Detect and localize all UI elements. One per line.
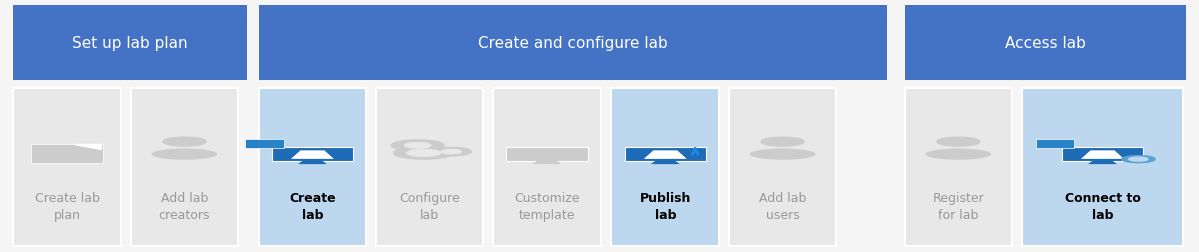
Circle shape [441, 150, 462, 154]
FancyBboxPatch shape [246, 139, 284, 148]
Text: Create lab
plan: Create lab plan [35, 192, 100, 221]
Text: Access lab: Access lab [1005, 36, 1085, 51]
Circle shape [391, 140, 444, 151]
Text: Publish
lab: Publish lab [639, 192, 691, 221]
Ellipse shape [151, 149, 217, 160]
Circle shape [406, 150, 440, 157]
FancyBboxPatch shape [625, 147, 706, 161]
Polygon shape [299, 161, 327, 165]
Text: Set up lab plan: Set up lab plan [72, 36, 188, 51]
FancyBboxPatch shape [1036, 139, 1074, 148]
Text: Register
for lab: Register for lab [933, 192, 984, 221]
Text: Connect to
lab: Connect to lab [1065, 192, 1140, 221]
Circle shape [393, 147, 453, 160]
Circle shape [936, 138, 980, 146]
Polygon shape [651, 161, 680, 165]
Circle shape [404, 143, 430, 148]
Polygon shape [291, 151, 335, 159]
FancyBboxPatch shape [904, 6, 1186, 81]
FancyBboxPatch shape [131, 89, 239, 246]
FancyBboxPatch shape [31, 144, 103, 164]
FancyBboxPatch shape [904, 89, 1012, 246]
Circle shape [1128, 158, 1147, 162]
Text: Create
lab: Create lab [289, 192, 336, 221]
Text: Create and configure lab: Create and configure lab [477, 36, 668, 51]
FancyBboxPatch shape [13, 6, 247, 81]
Polygon shape [74, 145, 101, 149]
Circle shape [1121, 156, 1155, 163]
FancyBboxPatch shape [375, 89, 483, 246]
Circle shape [430, 148, 471, 156]
FancyBboxPatch shape [1062, 147, 1143, 161]
FancyBboxPatch shape [13, 89, 121, 246]
FancyBboxPatch shape [1022, 89, 1183, 246]
Polygon shape [1089, 161, 1116, 165]
Text: Customize
template: Customize template [514, 192, 579, 221]
Polygon shape [644, 151, 687, 159]
FancyBboxPatch shape [259, 89, 366, 246]
Text: Add lab
users: Add lab users [759, 192, 806, 221]
FancyBboxPatch shape [729, 89, 837, 246]
Circle shape [163, 138, 206, 146]
Circle shape [761, 138, 805, 146]
Ellipse shape [749, 149, 815, 160]
Text: Add lab
creators: Add lab creators [158, 192, 210, 221]
FancyBboxPatch shape [611, 89, 719, 246]
Polygon shape [532, 161, 561, 165]
FancyBboxPatch shape [272, 147, 353, 161]
Ellipse shape [926, 149, 992, 160]
Polygon shape [1081, 151, 1123, 159]
FancyBboxPatch shape [493, 89, 601, 246]
Text: Configure
lab: Configure lab [399, 192, 460, 221]
FancyBboxPatch shape [506, 147, 588, 161]
FancyBboxPatch shape [259, 6, 886, 81]
